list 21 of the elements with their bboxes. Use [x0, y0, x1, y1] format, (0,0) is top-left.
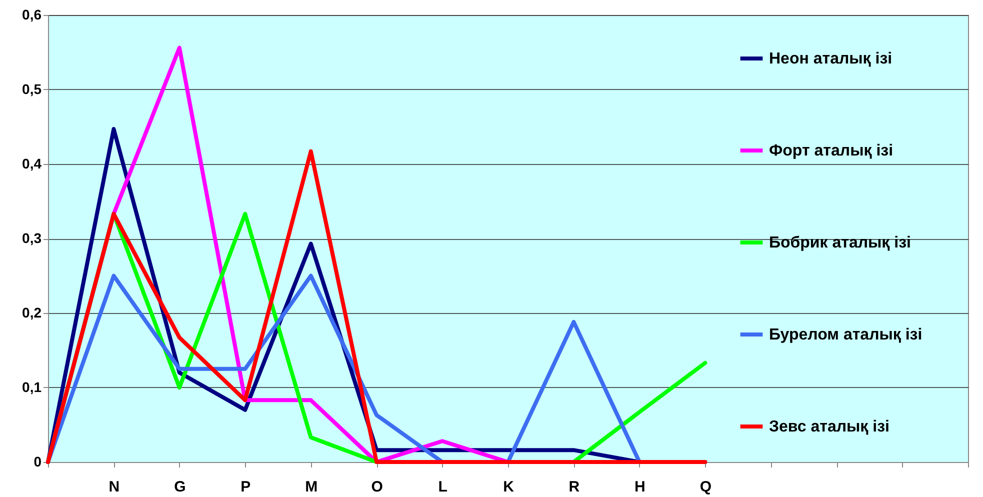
y-tick-label: 0	[34, 454, 42, 470]
y-tick-label: 0,2	[22, 304, 42, 320]
x-tick-label: Q	[700, 478, 712, 496]
x-tick-label: O	[371, 478, 384, 496]
legend-label: Форт аталық ізі	[769, 142, 894, 160]
x-tick-label: G	[174, 478, 186, 496]
x-tick-label: P	[240, 478, 251, 496]
x-tick-label: M	[305, 478, 318, 496]
legend-label: Бурелом аталық ізі	[769, 326, 922, 344]
x-tick-label: R	[568, 478, 580, 496]
y-tick-label: 0,1	[22, 379, 42, 395]
y-tick-label: 0,5	[22, 81, 42, 97]
x-tick-label: L	[438, 478, 448, 496]
legend-label: Зевс аталық ізі	[769, 418, 890, 436]
x-tick-label: K	[503, 478, 514, 496]
y-tick-label: 0,4	[22, 156, 42, 172]
x-tick-label: H	[634, 478, 646, 496]
legend-label: Неон аталық ізі	[769, 50, 892, 68]
y-tick-label: 0,6	[22, 6, 42, 22]
x-tick-label: N	[108, 478, 120, 496]
y-tick-label: 0,3	[22, 230, 42, 246]
